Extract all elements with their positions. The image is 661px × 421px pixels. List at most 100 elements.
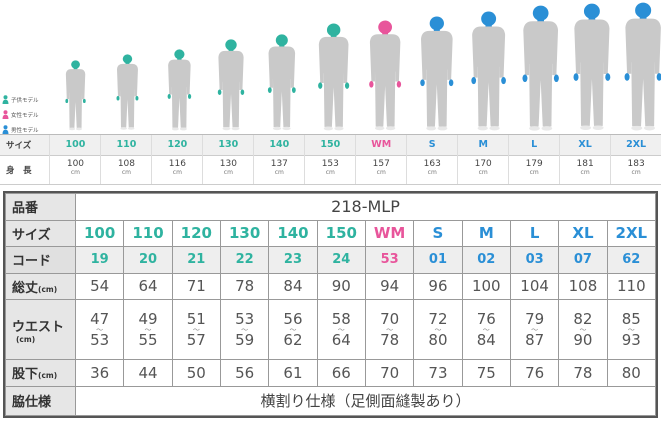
size-cell: WM — [364, 219, 415, 248]
side-label: 脇仕様 — [5, 385, 76, 417]
model-legend: 子供モデル 女性モデル 男性モデル — [2, 92, 57, 137]
length-unit: (cm) — [38, 284, 58, 294]
height-unit: cm — [580, 169, 590, 176]
size-label: サイズ — [5, 219, 76, 248]
strip-size-row: サイズ 100 110 120 130 140 150 WM S M L XL 2XL — [0, 134, 661, 156]
inseam-cell: 50 — [171, 359, 221, 387]
waist-min: 76 — [476, 309, 496, 328]
model-figure-S — [418, 16, 456, 131]
length-cell: 96 — [413, 272, 463, 301]
waist-tilde: 〜 — [434, 325, 442, 334]
waist-cell: 47 〜 53 — [74, 299, 125, 361]
model-figure-130 — [216, 39, 246, 131]
size-cell: M — [461, 219, 511, 248]
size-cell: S — [413, 219, 463, 248]
waist-label-text: ウエスト — [12, 319, 65, 335]
size-cell: 110 — [123, 219, 173, 248]
waist-cell: 49 〜 55 — [123, 299, 173, 361]
code-cell: 02 — [461, 246, 511, 274]
strip-size-cell: 140 — [253, 135, 304, 155]
code-cell: 24 — [316, 246, 366, 274]
strip-height-cell: 179 cm — [508, 155, 559, 184]
height-value: 153 — [321, 159, 339, 169]
code-cell: 07 — [558, 246, 608, 274]
inseam-unit: (cm) — [38, 371, 58, 381]
waist-max: 53 — [90, 330, 110, 349]
person-icon — [2, 95, 9, 104]
waist-row: ウエスト (cm) 47 〜 53 49 〜 55 51 〜 57 53 〜 59 56 〜 62 58 〜 64 7… — [5, 299, 657, 361]
waist-min: 70 — [380, 309, 400, 328]
waist-max: 64 — [331, 330, 351, 349]
legend-label: 男性モデル — [11, 127, 39, 134]
waist-cell: 70 〜 78 — [364, 299, 415, 361]
size-row: サイズ 100 110 120 130 140 150 WM S M L XL 2XL — [5, 219, 657, 248]
waist-cell: 82 〜 90 — [558, 299, 608, 361]
product-row: 品番 218-MLP — [5, 193, 656, 221]
waist-tilde: 〜 — [192, 325, 200, 334]
waist-min: 58 — [331, 309, 351, 328]
waist-max: 78 — [380, 330, 400, 349]
code-cell: 21 — [171, 246, 221, 274]
size-cell: L — [509, 219, 560, 248]
code-cell: 20 — [123, 246, 173, 274]
waist-cell: 51 〜 57 — [171, 299, 221, 361]
strip-size-cell: M — [457, 135, 508, 155]
waist-min: 79 — [525, 309, 545, 328]
waist-tilde: 〜 — [531, 325, 539, 334]
waist-tilde: 〜 — [579, 325, 587, 334]
waist-max: 55 — [138, 330, 158, 349]
product-number: 218-MLP — [75, 193, 656, 221]
strip-height-cell: 100 cm — [49, 155, 100, 184]
size-cell: XL — [558, 219, 608, 248]
height-unit: cm — [121, 169, 131, 176]
height-unit: cm — [325, 169, 335, 176]
model-figure-XL — [571, 3, 613, 131]
waist-tilde: 〜 — [337, 325, 345, 334]
legend-item-kids: 子供モデル — [2, 92, 57, 107]
strip-size-cell: L — [508, 135, 559, 155]
inseam-cell: 44 — [123, 359, 173, 387]
inseam-cell: 76 — [509, 359, 560, 387]
size-cell: 130 — [219, 219, 270, 248]
inseam-cell: 75 — [461, 359, 511, 387]
model-figure-100 — [64, 60, 87, 131]
strip-height-label: 身 長 — [6, 165, 32, 176]
waist-max: 59 — [235, 330, 255, 349]
strip-height-cell: 137 cm — [253, 155, 304, 184]
length-cell: 54 — [74, 272, 125, 301]
strip-height-cell: 170 cm — [457, 155, 508, 184]
waist-max: 62 — [283, 330, 303, 349]
height-unit: cm — [172, 169, 182, 176]
strip-height-cell: 163 cm — [406, 155, 457, 184]
height-value: 130 — [219, 159, 237, 169]
code-row: コード 19 20 21 22 23 24 53 01 02 03 07 62 — [5, 246, 657, 274]
model-figure-L — [520, 5, 561, 131]
strip-height-cell: 181 cm — [559, 155, 610, 184]
code-cell: 03 — [509, 246, 560, 274]
waist-min: 72 — [428, 309, 448, 328]
waist-min: 47 — [90, 309, 110, 328]
waist-max: 80 — [428, 330, 448, 349]
code-cell: 19 — [74, 246, 125, 274]
strip-height-cell: 153 cm — [304, 155, 355, 184]
waist-tilde: 〜 — [482, 325, 490, 334]
inseam-cell: 66 — [316, 359, 366, 387]
waist-tilde: 〜 — [627, 325, 635, 334]
waist-cell: 53 〜 59 — [219, 299, 270, 361]
side-row: 脇仕様 横割り仕様（足側面縫製あり） — [5, 385, 656, 417]
length-cell: 108 — [558, 272, 608, 301]
length-cell: 64 — [123, 272, 173, 301]
strip-size-cell: WM — [355, 135, 406, 155]
waist-label: ウエスト (cm) — [5, 299, 76, 361]
waist-min: 51 — [186, 309, 206, 328]
length-cell: 84 — [268, 272, 318, 301]
length-cell: 71 — [171, 272, 221, 301]
waist-max: 57 — [186, 330, 206, 349]
size-cell: 2XL — [606, 219, 657, 248]
height-unit: cm — [274, 169, 284, 176]
inseam-label-text: 股下 — [12, 367, 39, 383]
strip-size-cell: 100 — [49, 135, 100, 155]
waist-min: 56 — [283, 309, 303, 328]
spec-table: 品番 218-MLP サイズ 100 110 120 130 140 150 WM S M L XL… — [3, 191, 658, 418]
